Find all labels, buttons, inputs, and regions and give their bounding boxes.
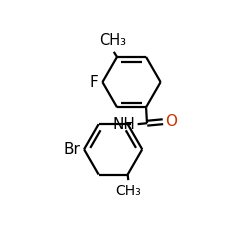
Text: CH₃: CH₃ (116, 184, 142, 197)
Text: NH: NH (112, 117, 135, 132)
Text: Br: Br (64, 142, 81, 157)
Text: O: O (165, 114, 177, 129)
Text: CH₃: CH₃ (99, 33, 126, 49)
Text: F: F (90, 75, 99, 90)
